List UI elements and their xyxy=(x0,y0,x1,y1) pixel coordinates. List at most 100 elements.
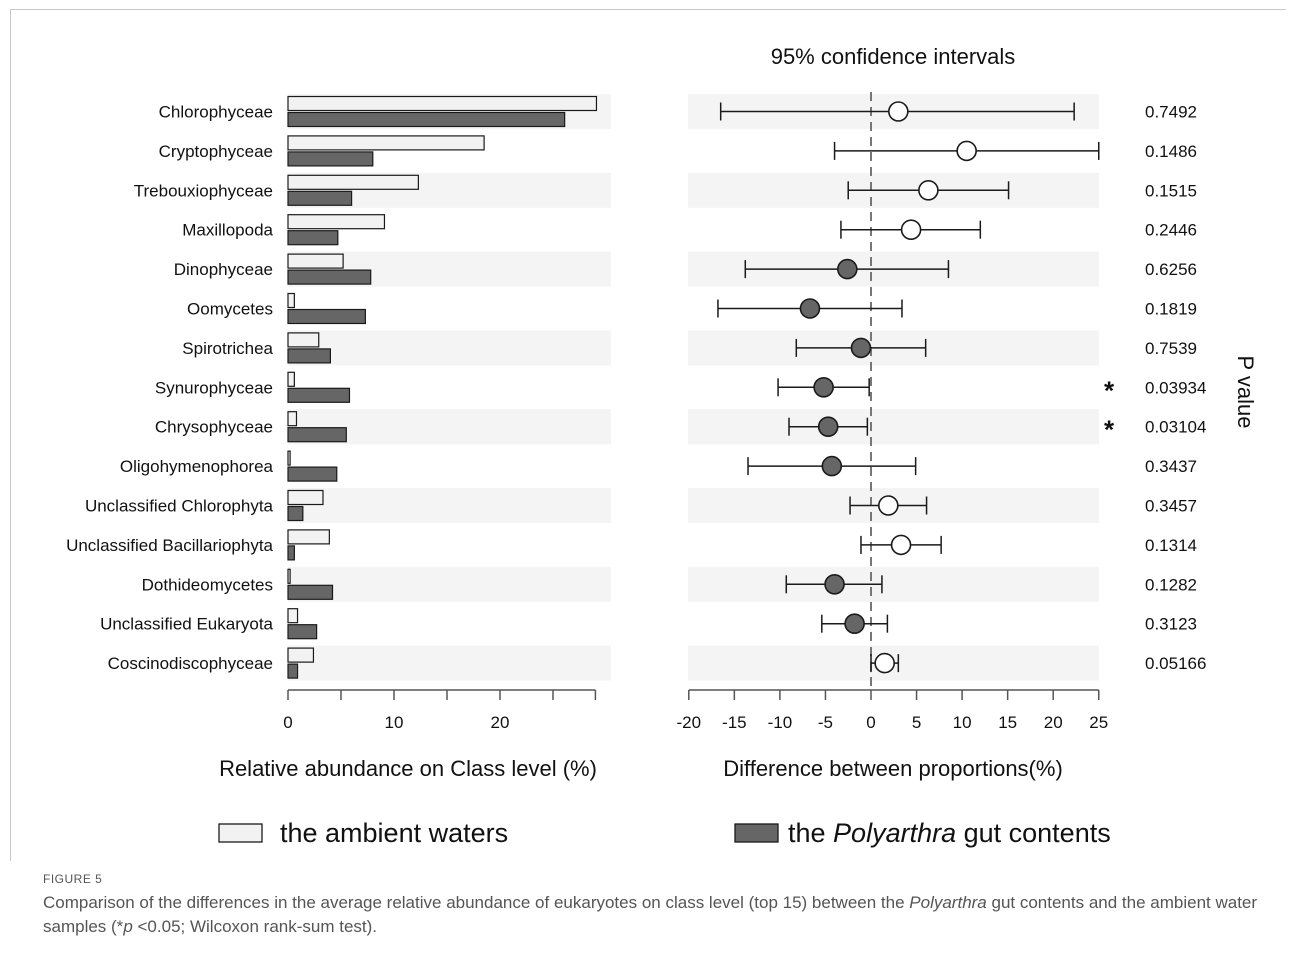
p-value-label: 0.7539 xyxy=(1145,339,1197,358)
category-label: Chlorophyceae xyxy=(159,103,273,122)
caption-segment: Polyarthra xyxy=(909,893,987,912)
bar-ambient xyxy=(287,568,291,584)
ci-point xyxy=(890,534,912,556)
category-label: Unclassified Chlorophyta xyxy=(85,497,274,516)
right-x-tick-label: 15 xyxy=(998,713,1017,732)
row-shade-right xyxy=(688,409,1099,445)
p-value-label: 0.05166 xyxy=(1145,654,1206,673)
left-x-tick-label: 20 xyxy=(491,713,510,732)
bar-ambient xyxy=(287,529,330,545)
bar-ambient xyxy=(287,371,295,387)
figure-caption: Comparison of the differences in the ave… xyxy=(43,891,1273,939)
right-x-axis-title: Difference between proportions(%) xyxy=(723,756,1063,781)
ci-point xyxy=(850,337,872,359)
legend-swatch xyxy=(734,823,779,843)
p-value-label: 0.03934 xyxy=(1145,378,1206,397)
right-x-tick-label: 0 xyxy=(866,713,875,732)
row-shade-left xyxy=(288,566,611,602)
legend-label-segment: the xyxy=(788,818,833,848)
category-label: Coscinodiscophyceae xyxy=(108,654,273,673)
row-shade-left xyxy=(288,330,611,366)
bar-gut xyxy=(287,151,374,167)
bar-ambient xyxy=(287,174,419,190)
significance-marker: * xyxy=(1104,375,1115,405)
bar-ambient xyxy=(287,489,324,506)
left-x-tick-label: 10 xyxy=(385,713,404,732)
caption-segment: Comparison of the differences in the ave… xyxy=(43,893,910,912)
ci-point xyxy=(844,613,865,635)
row-shade-left xyxy=(288,488,611,523)
bar-ambient xyxy=(287,647,315,663)
ci-point xyxy=(918,180,939,201)
ci-point xyxy=(813,376,834,398)
right-x-tick-label: -20 xyxy=(677,713,702,732)
legend-label-segment: Polyarthra xyxy=(833,818,956,848)
bar-gut xyxy=(287,190,353,206)
ci-chart-title: 95% confidence intervals xyxy=(771,44,1016,69)
bar-gut xyxy=(287,466,338,482)
bar-gut xyxy=(287,624,318,640)
figure-chart: Chlorophyceae Cryptophyceae Trebouxiophyce… xyxy=(66,44,1258,848)
significance-marker: * xyxy=(1104,415,1115,445)
p-value-label: 0.3123 xyxy=(1145,615,1197,634)
p-value-label: 0.2446 xyxy=(1145,221,1197,240)
bar-gut xyxy=(287,269,372,285)
bar-gut xyxy=(287,111,566,128)
p-value-label: 0.1515 xyxy=(1145,181,1197,200)
ci-point xyxy=(837,258,858,280)
bar-ambient xyxy=(287,214,386,230)
bar-ambient xyxy=(287,253,344,269)
right-x-tick-label: -5 xyxy=(818,713,833,732)
legend-swatch xyxy=(218,823,263,843)
bar-ambient xyxy=(287,292,295,309)
p-value-label: 0.1819 xyxy=(1145,300,1197,319)
caption-segment: <0.05; Wilcoxon rank-sum test). xyxy=(132,917,378,936)
ci-point xyxy=(900,219,922,240)
category-label: Trebouxiophyceae xyxy=(134,181,273,200)
bar-ambient xyxy=(287,450,291,466)
bar-gut xyxy=(287,348,332,364)
ci-point xyxy=(799,298,821,319)
caption-segment: p xyxy=(123,917,133,936)
bar-gut xyxy=(287,387,351,403)
category-label: Cryptophyceae xyxy=(159,142,273,161)
ci-point xyxy=(821,455,843,477)
category-label: Maxillopoda xyxy=(182,221,273,240)
category-label: Dothideomycetes xyxy=(142,575,273,594)
bar-ambient xyxy=(287,608,299,624)
figure-label: FIGURE 5 xyxy=(43,872,103,886)
p-value-label: 0.1282 xyxy=(1145,575,1197,594)
category-label: Spirotrichea xyxy=(182,339,273,358)
p-value-label: 0.3437 xyxy=(1145,457,1197,476)
ci-point xyxy=(874,652,895,674)
category-label: Unclassified Eukaryota xyxy=(100,615,273,634)
ci-point xyxy=(956,140,977,162)
right-x-tick-label: 20 xyxy=(1044,713,1063,732)
right-x-tick-label: -10 xyxy=(768,713,793,732)
row-shade-right xyxy=(688,566,1099,602)
figure-frame xyxy=(10,9,1286,861)
legend-label-segment: the ambient waters xyxy=(280,818,508,848)
category-label: Oomycetes xyxy=(187,300,273,319)
right-x-tick-label: 25 xyxy=(1089,713,1108,732)
bar-ambient xyxy=(287,332,320,348)
bar-ambient xyxy=(287,135,485,151)
bar-ambient xyxy=(287,411,298,427)
right-x-tick-label: -15 xyxy=(722,713,747,732)
caption-segment: gut contents and the ambient water sampl… xyxy=(43,893,1258,936)
p-value-label: 0.1314 xyxy=(1145,536,1197,555)
ci-point xyxy=(888,101,909,122)
left-x-tick-label: 0 xyxy=(283,713,292,732)
bar-gut xyxy=(287,663,299,679)
category-label: Dinophyceae xyxy=(174,260,273,279)
p-value-label: 0.1486 xyxy=(1145,142,1197,161)
category-label: Synurophyceae xyxy=(155,378,273,397)
legend-label: the ambient waters xyxy=(280,818,508,848)
category-label: Oligohymenophorea xyxy=(120,457,274,476)
bar-gut xyxy=(287,584,334,600)
p-value-label: 0.3457 xyxy=(1145,497,1197,516)
bar-gut xyxy=(287,427,347,443)
bar-gut xyxy=(287,505,304,522)
bar-ambient xyxy=(287,95,598,112)
ci-point xyxy=(878,495,899,516)
